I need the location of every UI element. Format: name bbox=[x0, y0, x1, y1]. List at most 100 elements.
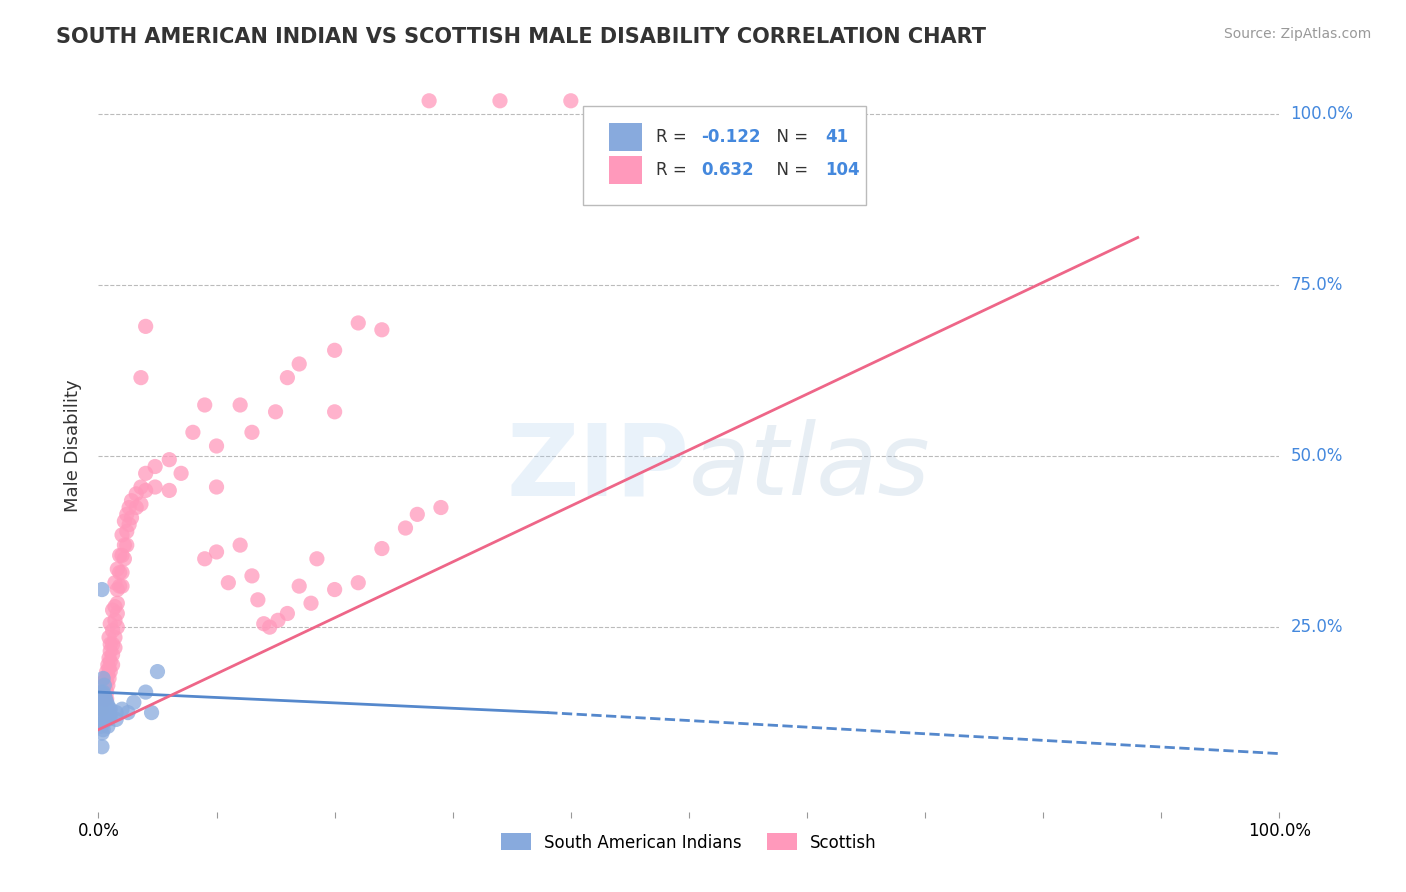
Text: 104: 104 bbox=[825, 161, 859, 179]
Text: -0.122: -0.122 bbox=[700, 128, 761, 146]
Point bbox=[96, 674, 118, 689]
Point bbox=[157, 483, 180, 498]
Text: 25.0%: 25.0% bbox=[1291, 618, 1343, 636]
Point bbox=[98, 654, 121, 668]
Point bbox=[143, 480, 166, 494]
Point bbox=[135, 685, 157, 699]
Point bbox=[323, 343, 346, 358]
Point bbox=[118, 517, 141, 532]
Point bbox=[229, 538, 252, 552]
Point bbox=[91, 698, 114, 713]
Point bbox=[394, 521, 416, 535]
Point bbox=[97, 706, 120, 720]
Point bbox=[112, 551, 135, 566]
Point bbox=[112, 538, 135, 552]
Text: Source: ZipAtlas.com: Source: ZipAtlas.com bbox=[1223, 27, 1371, 41]
Point bbox=[93, 702, 115, 716]
Point bbox=[101, 648, 124, 662]
Point bbox=[93, 674, 115, 689]
Point bbox=[98, 702, 121, 716]
Point bbox=[93, 678, 115, 692]
Point bbox=[98, 709, 121, 723]
Point bbox=[91, 715, 114, 730]
Bar bbox=[609, 123, 641, 152]
Point bbox=[93, 689, 115, 703]
Point bbox=[205, 439, 228, 453]
Point bbox=[105, 582, 128, 597]
Point bbox=[105, 596, 128, 610]
Point bbox=[129, 480, 152, 494]
Point bbox=[104, 631, 127, 645]
Point bbox=[94, 672, 117, 686]
Point bbox=[94, 698, 117, 713]
Point bbox=[91, 723, 114, 737]
Point bbox=[111, 549, 134, 563]
Point bbox=[97, 657, 120, 672]
Text: SOUTH AMERICAN INDIAN VS SCOTTISH MALE DISABILITY CORRELATION CHART: SOUTH AMERICAN INDIAN VS SCOTTISH MALE D… bbox=[56, 27, 986, 46]
Point bbox=[205, 480, 228, 494]
Point bbox=[108, 579, 131, 593]
Point bbox=[108, 549, 131, 563]
Point bbox=[305, 551, 328, 566]
Point bbox=[129, 370, 152, 384]
Point bbox=[240, 569, 263, 583]
Text: ZIP: ZIP bbox=[506, 419, 689, 516]
Text: 75.0%: 75.0% bbox=[1291, 277, 1343, 294]
Point bbox=[406, 508, 429, 522]
Point bbox=[115, 524, 138, 539]
Point bbox=[135, 483, 157, 498]
Point bbox=[104, 599, 127, 614]
Point bbox=[96, 702, 118, 716]
Text: R =: R = bbox=[655, 161, 692, 179]
Text: atlas: atlas bbox=[689, 419, 931, 516]
Point bbox=[111, 702, 134, 716]
Point bbox=[347, 316, 370, 330]
Point bbox=[96, 692, 118, 706]
Point bbox=[217, 575, 239, 590]
Point bbox=[90, 719, 112, 733]
Text: R =: R = bbox=[655, 128, 692, 146]
Point bbox=[97, 668, 120, 682]
Point bbox=[98, 637, 121, 651]
Point bbox=[253, 616, 276, 631]
Point bbox=[94, 692, 117, 706]
Point bbox=[430, 500, 453, 515]
Point bbox=[267, 613, 290, 627]
Point bbox=[91, 685, 114, 699]
Point bbox=[97, 713, 120, 727]
Point bbox=[143, 459, 166, 474]
Text: 41: 41 bbox=[825, 128, 848, 146]
Point bbox=[288, 579, 311, 593]
Y-axis label: Male Disability: Male Disability bbox=[65, 380, 83, 512]
Point bbox=[418, 94, 440, 108]
Point bbox=[288, 357, 311, 371]
Text: N =: N = bbox=[766, 128, 813, 146]
Point bbox=[111, 566, 134, 580]
Point bbox=[101, 603, 124, 617]
Point bbox=[98, 709, 121, 723]
Point bbox=[205, 545, 228, 559]
Bar bbox=[609, 156, 641, 184]
Point bbox=[91, 695, 114, 709]
Point bbox=[97, 698, 120, 713]
Text: 100.0%: 100.0% bbox=[1291, 105, 1354, 123]
Point bbox=[115, 538, 138, 552]
Point bbox=[98, 631, 121, 645]
Point bbox=[194, 398, 217, 412]
Point bbox=[347, 575, 370, 590]
Point bbox=[259, 620, 281, 634]
Point bbox=[91, 582, 114, 597]
Point bbox=[157, 452, 180, 467]
Point bbox=[146, 665, 169, 679]
Point bbox=[91, 726, 114, 740]
Point bbox=[276, 607, 298, 621]
Point bbox=[96, 665, 118, 679]
Point bbox=[105, 713, 128, 727]
Point bbox=[105, 562, 128, 576]
Legend: South American Indians, Scottish: South American Indians, Scottish bbox=[495, 827, 883, 858]
Point bbox=[323, 582, 346, 597]
Point bbox=[98, 702, 121, 716]
Point bbox=[129, 497, 152, 511]
Point bbox=[122, 695, 145, 709]
Point bbox=[101, 624, 124, 638]
